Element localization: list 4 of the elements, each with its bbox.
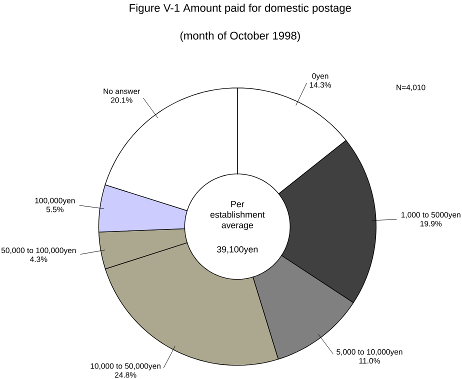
text: 39,100yen	[217, 246, 258, 254]
chart-title: Figure V-1 Amount paid for domestic postage	[130, 4, 351, 14]
chart-subtitle: (month of October 1998)	[180, 32, 300, 42]
text: Per establishment average	[210, 201, 265, 230]
